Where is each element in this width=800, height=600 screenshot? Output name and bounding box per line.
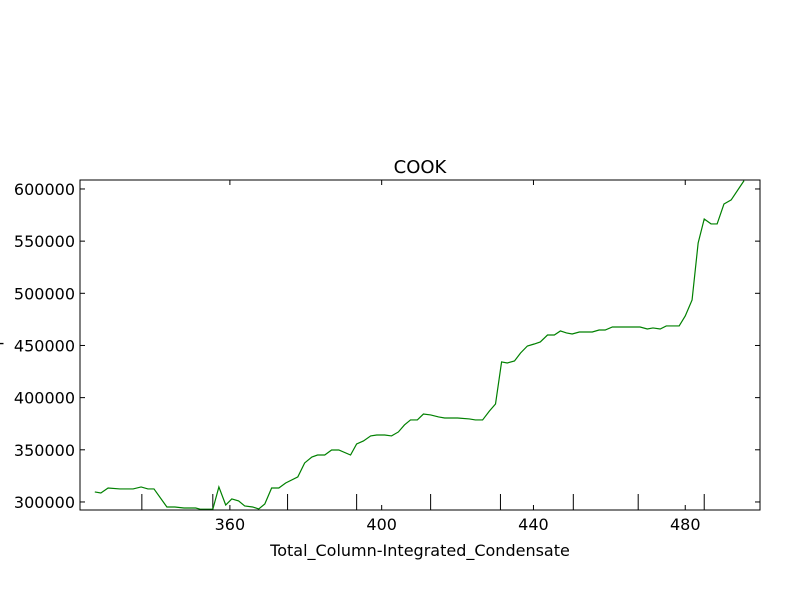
- chart-title: COOK: [394, 157, 448, 178]
- x-tick-label: 360: [215, 515, 246, 534]
- y-tick-label: 500000: [14, 284, 75, 303]
- y-tick-label: 350000: [14, 441, 75, 460]
- x-tick-label: 480: [670, 515, 701, 534]
- x-tick-label: 400: [366, 515, 397, 534]
- x-tick-label: 440: [518, 515, 549, 534]
- y-axis-label: Partial Dependence: [0, 267, 4, 423]
- y-tick-label: 400000: [14, 389, 75, 408]
- y-tick-label: 600000: [14, 180, 75, 199]
- data-line: [94, 180, 745, 510]
- x-axis-label: Total_Column-Integrated_Condensate: [269, 541, 570, 561]
- plot-frame: [79, 179, 761, 511]
- y-tick-label: 550000: [14, 232, 75, 251]
- y-tick-label: 300000: [14, 493, 75, 512]
- y-tick-label: 450000: [14, 336, 75, 355]
